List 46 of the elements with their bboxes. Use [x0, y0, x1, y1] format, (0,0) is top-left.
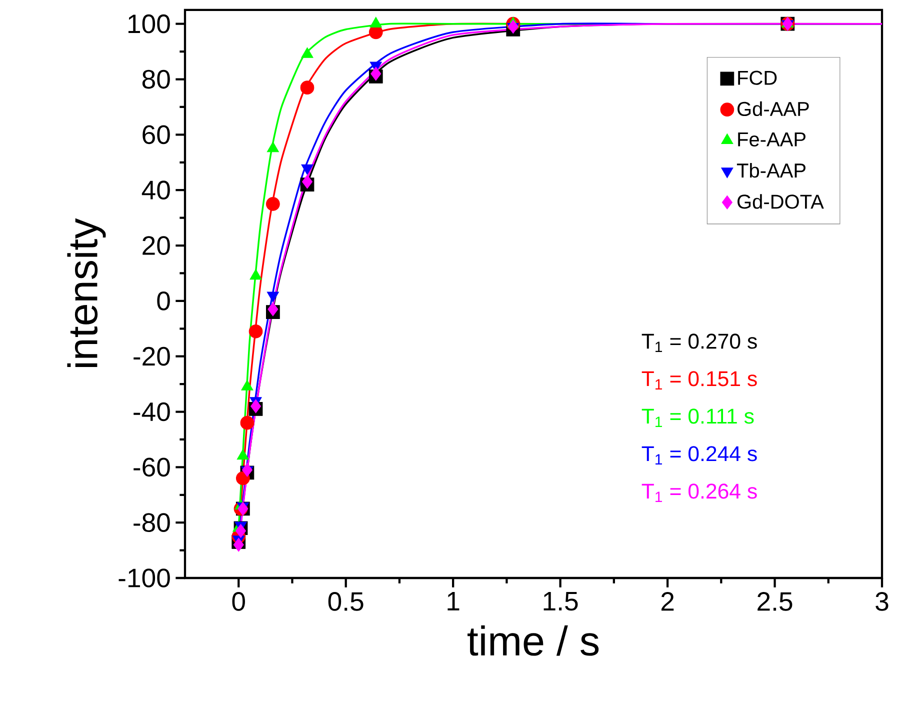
legend-label: Fe-AAP [738, 132, 806, 146]
y-tick-label: -60 [134, 458, 170, 477]
point [268, 302, 278, 316]
y-tick-label: 0 [157, 291, 170, 310]
point [266, 197, 280, 211]
y-tick-label: 80 [142, 70, 170, 89]
x-axis-title: time / s [468, 625, 599, 656]
annotation: T$_{1}$ = 0.151 s [642, 371, 757, 390]
annotation: T$_{1}$ = 0.111 s [642, 408, 754, 427]
x-tick-label: 0.5 [328, 592, 364, 611]
annotation: T$_{1}$ = 0.270 s [642, 334, 757, 352]
point [248, 324, 263, 338]
point [302, 174, 313, 189]
point [370, 66, 382, 81]
point [236, 449, 249, 460]
point [266, 142, 279, 152]
point [508, 20, 518, 34]
x-tick-label: 0 [232, 592, 245, 611]
point [300, 80, 314, 95]
x-tick-label: 2 [661, 592, 674, 611]
y-tick-label: -20 [134, 346, 170, 366]
y-tick-label: -80 [134, 513, 170, 532]
y-tick-label: 60 [142, 125, 170, 144]
point [242, 463, 252, 477]
annotation: T$_{1}$ = 0.244 s [642, 446, 757, 464]
y-tick-label: -100 [118, 568, 170, 588]
point [235, 524, 246, 538]
legend-label: Gd-DOTA [738, 194, 824, 209]
point [250, 399, 262, 414]
y-tick-label: -40 [134, 402, 170, 422]
x-tick-label: 1.5 [544, 592, 578, 611]
legend-label: FCD [738, 70, 777, 85]
legend-label: Tb-AAP [736, 162, 806, 178]
y-axis-title: intensity [67, 218, 106, 368]
point [240, 416, 254, 430]
point [233, 538, 244, 552]
y-tick-label: 100 [128, 14, 170, 34]
annotation: T$_{1}$ = 0.264 s [642, 484, 757, 502]
x-tick-label: 3 [876, 592, 888, 611]
y-tick-label: 20 [142, 236, 170, 255]
x-tick-label: 1 [448, 592, 460, 610]
x-tick-label: 2.5 [758, 592, 792, 611]
y-tick-label: 40 [142, 180, 170, 200]
point [250, 269, 262, 280]
point [236, 471, 250, 486]
legend-label: Gd-AAP [738, 101, 809, 116]
